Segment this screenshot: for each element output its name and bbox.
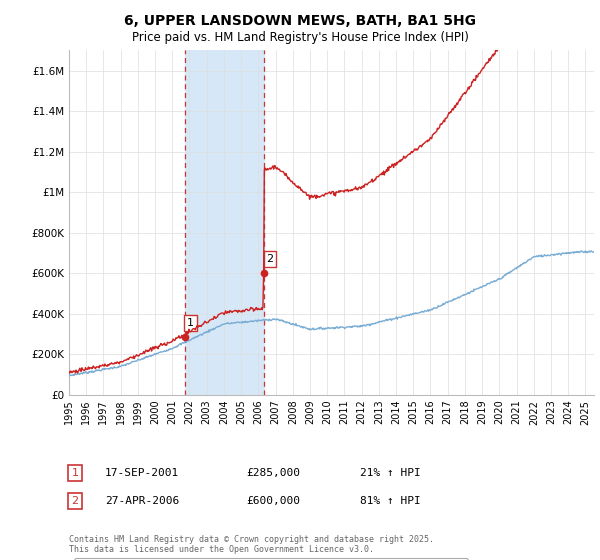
Text: 6, UPPER LANSDOWN MEWS, BATH, BA1 5HG: 6, UPPER LANSDOWN MEWS, BATH, BA1 5HG bbox=[124, 14, 476, 28]
Text: 2: 2 bbox=[71, 496, 79, 506]
Text: £600,000: £600,000 bbox=[246, 496, 300, 506]
Text: Contains HM Land Registry data © Crown copyright and database right 2025.
This d: Contains HM Land Registry data © Crown c… bbox=[69, 535, 434, 554]
Text: 27-APR-2006: 27-APR-2006 bbox=[105, 496, 179, 506]
Text: 1: 1 bbox=[71, 468, 79, 478]
Text: 17-SEP-2001: 17-SEP-2001 bbox=[105, 468, 179, 478]
Text: 81% ↑ HPI: 81% ↑ HPI bbox=[360, 496, 421, 506]
Text: 21% ↑ HPI: 21% ↑ HPI bbox=[360, 468, 421, 478]
Text: 2: 2 bbox=[266, 254, 274, 264]
Bar bbox=[185, 50, 264, 395]
Text: £285,000: £285,000 bbox=[246, 468, 300, 478]
Legend: 6, UPPER LANSDOWN MEWS, BATH, BA1 5HG (detached house), HPI: Average price, deta: 6, UPPER LANSDOWN MEWS, BATH, BA1 5HG (d… bbox=[74, 558, 468, 560]
Text: 1: 1 bbox=[187, 318, 194, 328]
Text: Price paid vs. HM Land Registry's House Price Index (HPI): Price paid vs. HM Land Registry's House … bbox=[131, 31, 469, 44]
